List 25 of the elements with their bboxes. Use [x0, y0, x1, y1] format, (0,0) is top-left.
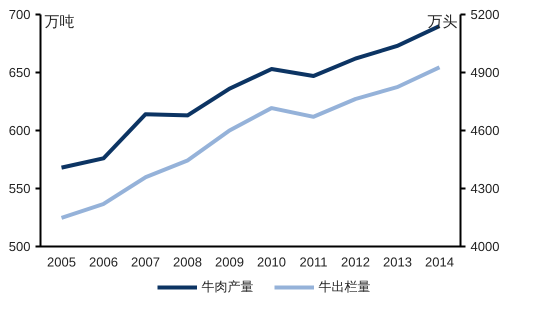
y-tick-label: 700 — [8, 7, 31, 22]
x-tick-label: 2009 — [215, 254, 244, 270]
y-tick-label: 600 — [8, 123, 31, 138]
line-series — [60, 65, 442, 220]
y2-tick-label: 4300 — [470, 181, 500, 196]
x-tick-label: 2010 — [257, 254, 286, 270]
y2-tick-label: 4600 — [470, 123, 500, 138]
y-axis-title: 万吨 — [44, 14, 74, 30]
y-tick-label: 550 — [8, 181, 31, 196]
x-tick-label: 2013 — [383, 254, 412, 270]
y-tick-label: 650 — [8, 65, 31, 80]
x-tick-label: 2007 — [131, 254, 160, 270]
legend-label: 牛肉产量 — [202, 278, 254, 296]
x-tick-label: 2006 — [89, 254, 118, 270]
legend-label: 牛出栏量 — [318, 278, 370, 296]
y2-tick-label: 4000 — [470, 239, 500, 254]
x-tick-label: 2005 — [47, 254, 76, 270]
x-tick-label: 2012 — [341, 254, 370, 270]
x-tick-label: 2011 — [300, 254, 328, 270]
y-tick-label: 500 — [8, 239, 31, 254]
y2-tick-label: 4900 — [470, 65, 500, 80]
x-tick-label: 2014 — [425, 254, 454, 270]
y2-tick-label: 5200 — [470, 7, 500, 22]
y2-axis-title: 万头 — [428, 14, 458, 30]
x-tick-label: 2008 — [173, 254, 202, 270]
